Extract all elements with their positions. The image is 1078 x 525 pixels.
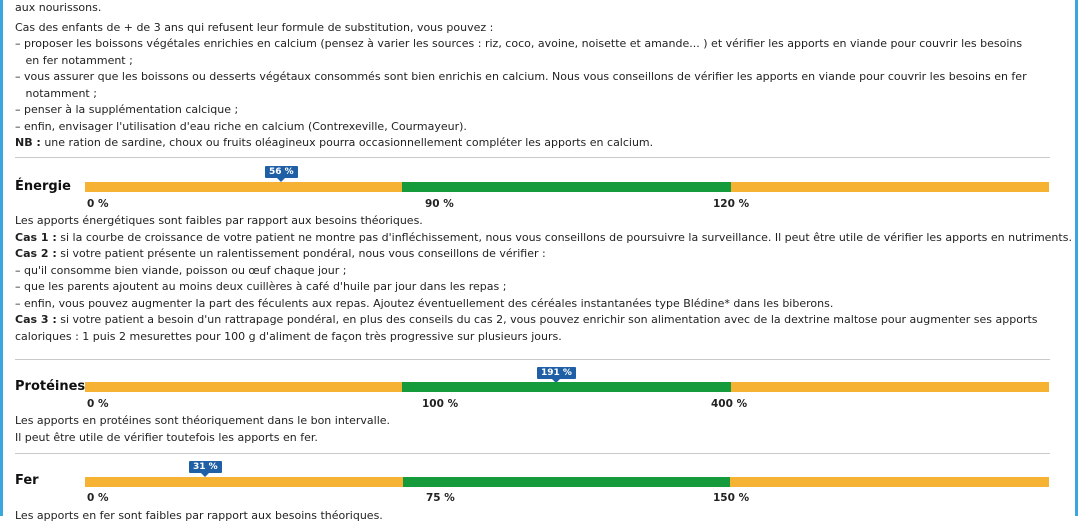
section-title-energie: Énergie: [15, 179, 71, 194]
text-line: Cas 2 : si votre patient présente un ral…: [15, 246, 1060, 263]
tick-label: 0 %: [87, 198, 109, 210]
tick-label: 0 %: [87, 492, 109, 504]
text-line: – qu'il consomme bien viande, poisson ou…: [15, 263, 347, 277]
gauge-segment-low: [85, 182, 402, 192]
gauge-marker-proteines: 191 %: [537, 367, 576, 383]
case-label: Cas 3 :: [15, 313, 57, 326]
text-line: – que les parents ajoutent au moins deux…: [15, 280, 507, 293]
gauge-ticks-proteines: 0 % 100 % 400 %: [85, 396, 1049, 410]
gauge-ticks-energie: 0 % 90 % 120 %: [85, 196, 1049, 210]
nb-text: une ration de sardine, choux ou fruits o…: [40, 136, 654, 149]
case-label: Cas 2 :: [15, 247, 57, 260]
text-line: Cas 3 : si votre patient a besoin d'un r…: [15, 312, 1060, 329]
tick-label: 90 %: [425, 198, 454, 210]
tick-label: 75 %: [426, 492, 455, 504]
section-title-proteines: Protéines: [15, 379, 86, 394]
gauge-marker-fer: 31 %: [189, 461, 222, 477]
text-line: Cas des enfants de + de 3 ans qui refuse…: [15, 20, 494, 34]
proteines-advice: Les apports en protéines sont théoriquem…: [15, 413, 1060, 446]
nb-note: NB : une ration de sardine, choux ou fru…: [15, 135, 1060, 152]
gauge-segment-ok: [402, 382, 731, 392]
text-line: en fer notamment ;: [15, 53, 133, 67]
tick-label: 120 %: [713, 198, 750, 210]
text-line: – proposer les boissons végétales enrich…: [15, 37, 1023, 50]
text-line: – vous assurer que les boissons ou desse…: [15, 70, 1027, 83]
page-frame-left: [0, 0, 3, 516]
text-line: aux nourissons.: [15, 1, 102, 14]
text-line: – enfin, envisager l'utilisation d'eau r…: [15, 119, 467, 133]
divider: [15, 359, 1050, 360]
text-line: – enfin, vous pouvez augmenter la part d…: [15, 296, 834, 310]
divider: [15, 453, 1050, 454]
gauge-ticks-fer: 0 % 75 % 150 %: [85, 490, 1049, 504]
text-line: – penser à la supplémentation calcique ;: [15, 103, 239, 116]
gauge-segment-high: [731, 382, 1049, 392]
divider: [15, 157, 1050, 158]
gauge-segment-low: [85, 477, 403, 487]
text-line: Les apports en protéines sont théoriquem…: [15, 414, 391, 427]
tick-label: 0 %: [87, 398, 109, 410]
case-label: Cas 1 :: [15, 230, 57, 244]
gauge-segment-ok: [403, 477, 730, 487]
gauge-segment-high: [731, 182, 1049, 192]
calcium-advice: aux nourissons. Cas des enfants de + de …: [15, 0, 1060, 152]
gauge-bar-fer: [85, 477, 1049, 487]
case-text: si la courbe de croissance de votre pati…: [56, 230, 1072, 244]
text-line: Il peut être utile de vérifier toutefois…: [15, 430, 318, 444]
gauge-segment-low: [85, 382, 402, 392]
tick-label: 100 %: [422, 398, 459, 410]
section-title-fer: Fer: [15, 473, 39, 488]
energie-advice: Les apports énergétiques sont faibles pa…: [15, 213, 1072, 345]
text-line: caloriques : 1 puis 2 mesurettes pour 10…: [15, 329, 562, 343]
nb-label: NB :: [15, 136, 41, 149]
gauge-marker-energie: 56 %: [265, 166, 298, 182]
page-frame-right: [1075, 0, 1078, 516]
text-line: Cas 1 : si la courbe de croissance de vo…: [15, 230, 1072, 247]
text-line: notamment ;: [15, 86, 97, 100]
tick-label: 400 %: [711, 398, 748, 410]
text-line: Les apports énergétiques sont faibles pa…: [15, 214, 423, 227]
gauge-segment-high: [730, 477, 1049, 487]
gauge-bar-proteines: [85, 382, 1049, 392]
case-text: si votre patient a besoin d'un rattrapag…: [56, 313, 1038, 326]
tick-label: 150 %: [713, 492, 750, 504]
fer-advice: Les apports en fer sont faibles par rapp…: [15, 508, 1060, 525]
case-text: si votre patient présente un ralentissem…: [56, 247, 546, 260]
gauge-segment-ok: [402, 182, 731, 192]
text-line: Les apports en fer sont faibles par rapp…: [15, 509, 383, 522]
gauge-bar-energie: [85, 182, 1049, 192]
